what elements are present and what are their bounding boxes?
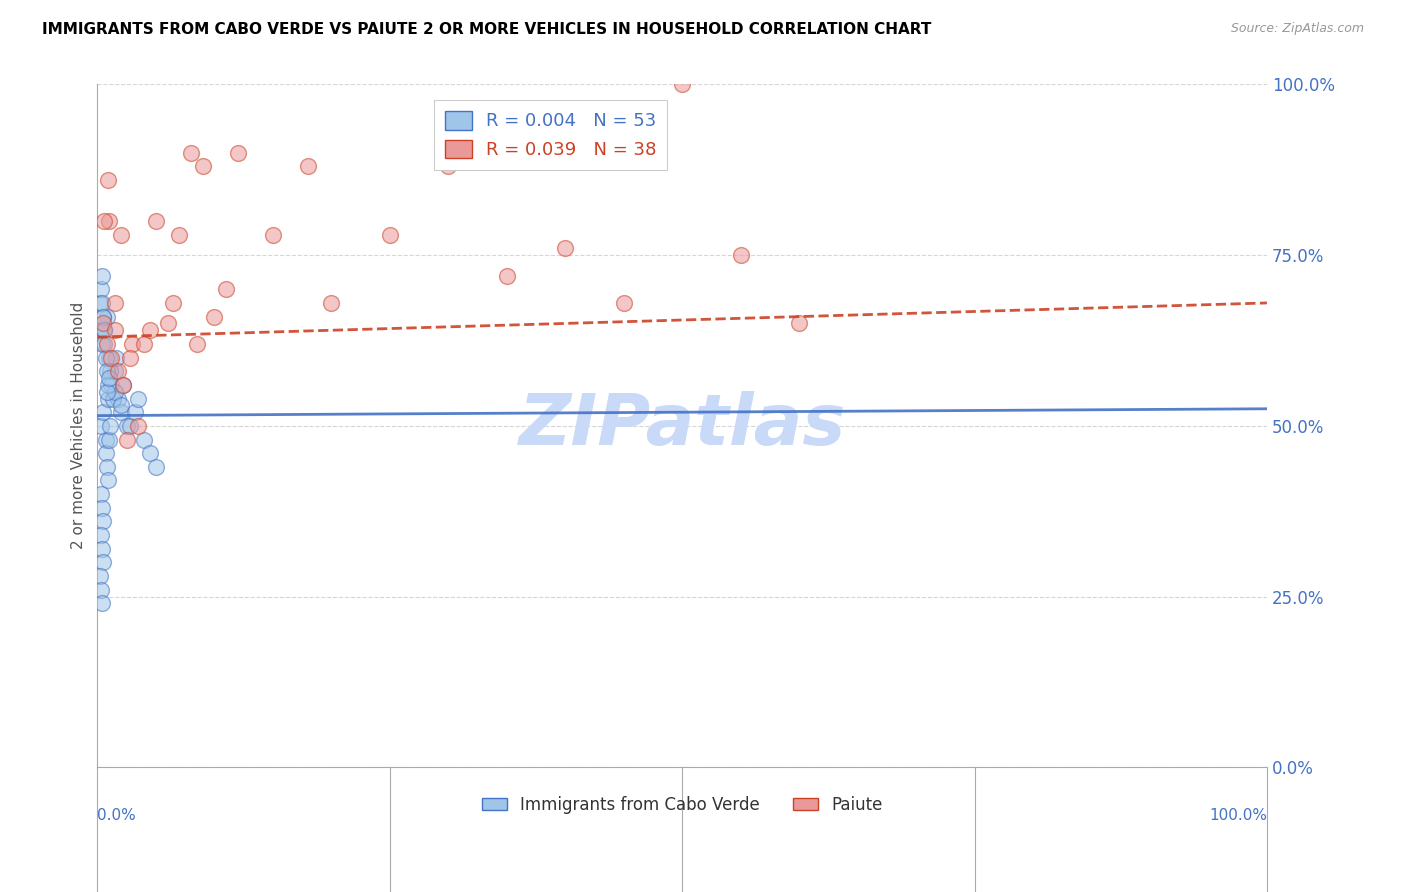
Point [156,317,179,331]
Point [98,418,121,433]
Point [89,296,111,310]
Point [162,296,184,310]
Point [96,310,118,324]
Point [191,160,214,174]
Point [91,310,114,324]
Point [101,392,124,406]
Point [97,392,120,406]
Point [96,364,118,378]
Point [90,418,112,433]
Point [90,528,112,542]
Point [97,173,120,187]
Point [127,418,149,433]
Point [202,310,225,324]
Point [730,248,752,262]
Point [186,337,208,351]
Point [104,384,127,399]
Point [98,371,121,385]
Point [613,296,636,310]
Point [97,377,120,392]
Point [134,337,156,351]
Text: 100.0%: 100.0% [1209,808,1267,823]
Point [98,214,121,228]
Text: IMMIGRANTS FROM CABO VERDE VS PAIUTE 2 OR MORE VEHICLES IN HOUSEHOLD CORRELATION: IMMIGRANTS FROM CABO VERDE VS PAIUTE 2 O… [42,22,932,37]
Y-axis label: 2 or more Vehicles in Household: 2 or more Vehicles in Household [72,302,86,549]
Point [93,214,115,228]
Point [96,459,118,474]
Point [104,323,127,337]
Point [215,282,238,296]
Text: ZIPatlas: ZIPatlas [519,392,846,460]
Point [98,364,121,378]
Point [91,541,114,556]
Point [262,227,284,242]
Point [93,323,115,337]
Point [89,569,111,583]
Point [110,227,132,242]
Point [94,351,117,365]
Point [671,78,693,92]
Point [91,515,114,529]
Point [105,351,128,365]
Point [93,337,115,351]
Point [107,392,129,406]
Point [90,582,112,597]
Point [91,317,114,331]
Point [124,405,146,419]
Point [93,323,115,337]
Point [100,351,122,365]
Point [91,596,114,610]
Point [297,160,319,174]
Point [96,337,118,351]
Point [90,282,112,296]
Point [115,418,138,433]
Point [104,296,127,310]
Point [90,487,112,501]
Point [91,337,114,351]
Point [145,214,167,228]
Point [91,268,114,283]
Point [94,446,117,460]
Point [104,364,127,378]
Point [121,337,143,351]
Text: 0.0%: 0.0% [97,808,136,823]
Point [97,474,120,488]
Point [98,351,121,365]
Point [120,351,142,365]
Point [91,296,114,310]
Point [107,364,129,378]
Point [112,377,135,392]
Point [495,268,517,283]
Point [321,296,343,310]
Legend: Immigrants from Cabo Verde, Paiute: Immigrants from Cabo Verde, Paiute [475,789,890,821]
Point [127,392,149,406]
Point [554,241,576,255]
Point [91,405,114,419]
Point [100,377,122,392]
Point [91,310,114,324]
Point [139,446,162,460]
Point [91,556,114,570]
Point [93,323,115,337]
Point [115,433,138,447]
Point [145,459,167,474]
Point [110,405,132,419]
Point [120,418,142,433]
Point [134,433,156,447]
Point [226,145,249,160]
Point [437,160,460,174]
Point [112,377,135,392]
Text: Source: ZipAtlas.com: Source: ZipAtlas.com [1230,22,1364,36]
Point [91,500,114,515]
Point [180,145,202,160]
Point [94,433,117,447]
Point [96,384,118,399]
Point [98,433,121,447]
Point [787,317,810,331]
Point [139,323,162,337]
Point [167,227,190,242]
Point [110,398,132,412]
Point [378,227,401,242]
